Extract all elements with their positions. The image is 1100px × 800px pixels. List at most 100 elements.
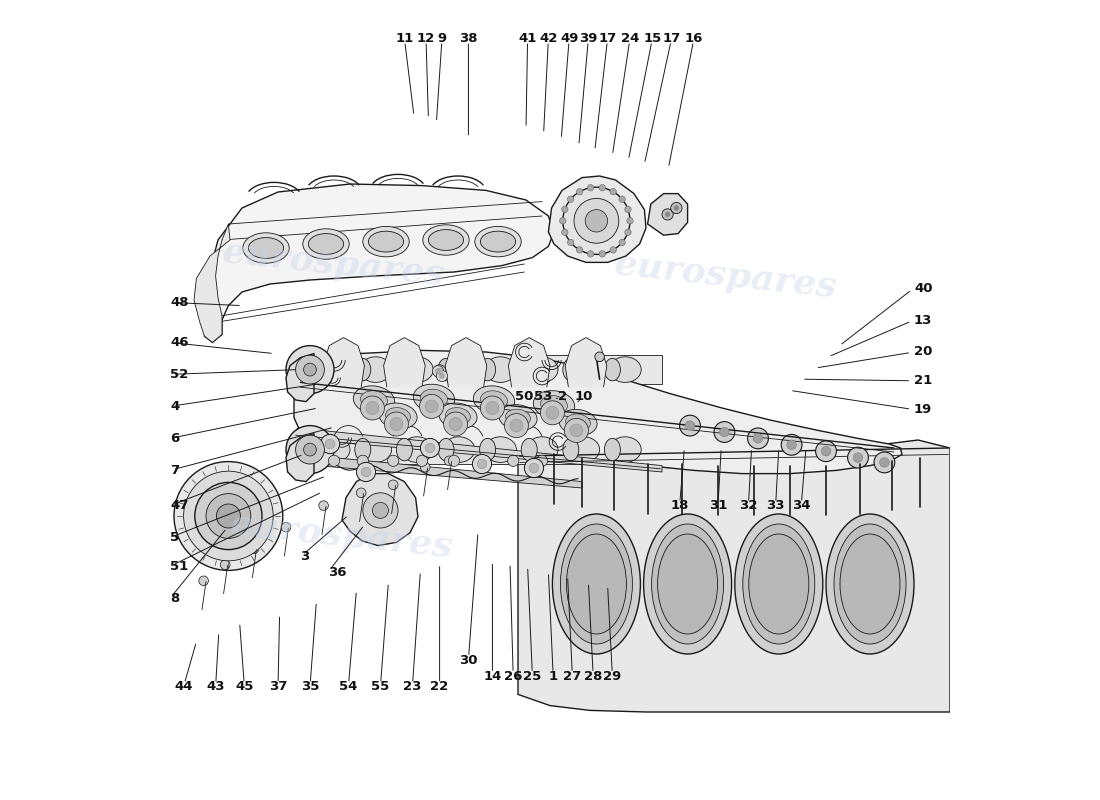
Text: 43: 43 <box>207 680 224 693</box>
Circle shape <box>426 400 438 413</box>
Circle shape <box>433 365 446 378</box>
Polygon shape <box>446 338 487 387</box>
Circle shape <box>595 352 604 362</box>
Ellipse shape <box>386 407 410 425</box>
Circle shape <box>874 452 894 473</box>
Text: 24: 24 <box>620 32 639 45</box>
Circle shape <box>666 212 670 217</box>
Text: 13: 13 <box>914 314 933 326</box>
Text: 1: 1 <box>549 670 558 682</box>
Text: 46: 46 <box>170 336 188 349</box>
Polygon shape <box>294 428 662 472</box>
Circle shape <box>184 471 273 561</box>
Polygon shape <box>384 338 426 387</box>
Circle shape <box>417 455 428 466</box>
Ellipse shape <box>604 438 620 461</box>
Ellipse shape <box>506 409 530 426</box>
Polygon shape <box>306 435 662 464</box>
Circle shape <box>564 418 589 442</box>
Circle shape <box>387 455 399 466</box>
Circle shape <box>562 229 568 235</box>
Circle shape <box>505 414 528 438</box>
Circle shape <box>560 218 566 224</box>
Circle shape <box>714 422 735 442</box>
Circle shape <box>440 374 444 378</box>
Ellipse shape <box>378 403 417 429</box>
Ellipse shape <box>363 226 409 257</box>
Text: 12: 12 <box>417 32 436 45</box>
Circle shape <box>570 424 583 437</box>
Circle shape <box>366 402 378 414</box>
Circle shape <box>443 412 468 436</box>
Ellipse shape <box>521 438 537 461</box>
Circle shape <box>585 210 607 232</box>
Circle shape <box>432 366 443 377</box>
Ellipse shape <box>318 437 350 462</box>
Ellipse shape <box>568 437 600 462</box>
Circle shape <box>546 406 559 419</box>
Circle shape <box>329 455 340 466</box>
Circle shape <box>384 412 408 436</box>
Text: 7: 7 <box>170 464 179 477</box>
Polygon shape <box>298 454 582 488</box>
Text: 50: 50 <box>515 390 534 403</box>
Circle shape <box>361 467 371 477</box>
Circle shape <box>199 576 208 586</box>
Text: eurospares: eurospares <box>221 235 447 293</box>
Text: 39: 39 <box>580 32 597 45</box>
Circle shape <box>174 462 283 570</box>
Circle shape <box>754 434 762 443</box>
Circle shape <box>449 418 462 430</box>
Circle shape <box>296 355 324 384</box>
Polygon shape <box>286 434 313 482</box>
Circle shape <box>477 455 488 466</box>
Ellipse shape <box>302 229 349 259</box>
Circle shape <box>286 426 334 474</box>
Circle shape <box>510 419 522 432</box>
Text: 42: 42 <box>539 32 558 45</box>
Ellipse shape <box>360 357 392 382</box>
Polygon shape <box>306 355 662 384</box>
Text: eurospares: eurospares <box>613 247 839 305</box>
Circle shape <box>206 494 251 538</box>
Circle shape <box>419 394 443 418</box>
Text: 6: 6 <box>170 432 179 445</box>
Text: 31: 31 <box>708 499 727 512</box>
Polygon shape <box>518 440 950 712</box>
Text: 17: 17 <box>662 32 681 45</box>
Circle shape <box>286 346 334 394</box>
Text: 2: 2 <box>558 390 568 403</box>
Circle shape <box>781 434 802 455</box>
Ellipse shape <box>438 358 454 381</box>
Polygon shape <box>294 350 902 474</box>
Circle shape <box>361 396 384 420</box>
Text: 45: 45 <box>235 680 254 693</box>
Circle shape <box>610 189 616 195</box>
Text: 49: 49 <box>560 32 579 45</box>
Circle shape <box>822 446 830 456</box>
Ellipse shape <box>318 357 350 382</box>
Circle shape <box>326 439 334 449</box>
Ellipse shape <box>361 390 387 410</box>
Ellipse shape <box>475 226 521 257</box>
Ellipse shape <box>560 524 632 644</box>
Ellipse shape <box>402 437 433 462</box>
Circle shape <box>600 185 605 191</box>
Text: 8: 8 <box>170 592 179 605</box>
Ellipse shape <box>308 234 343 254</box>
Ellipse shape <box>314 438 329 461</box>
Text: 25: 25 <box>524 670 541 682</box>
Text: 17: 17 <box>598 32 617 45</box>
Circle shape <box>671 202 682 214</box>
Circle shape <box>619 239 625 246</box>
Ellipse shape <box>473 386 515 414</box>
Ellipse shape <box>484 357 516 382</box>
Circle shape <box>880 458 889 467</box>
Text: 10: 10 <box>574 390 593 403</box>
Ellipse shape <box>481 390 507 410</box>
Text: 29: 29 <box>603 670 622 682</box>
Circle shape <box>674 206 679 210</box>
Circle shape <box>507 455 519 466</box>
Text: 23: 23 <box>404 680 421 693</box>
Circle shape <box>854 453 862 462</box>
